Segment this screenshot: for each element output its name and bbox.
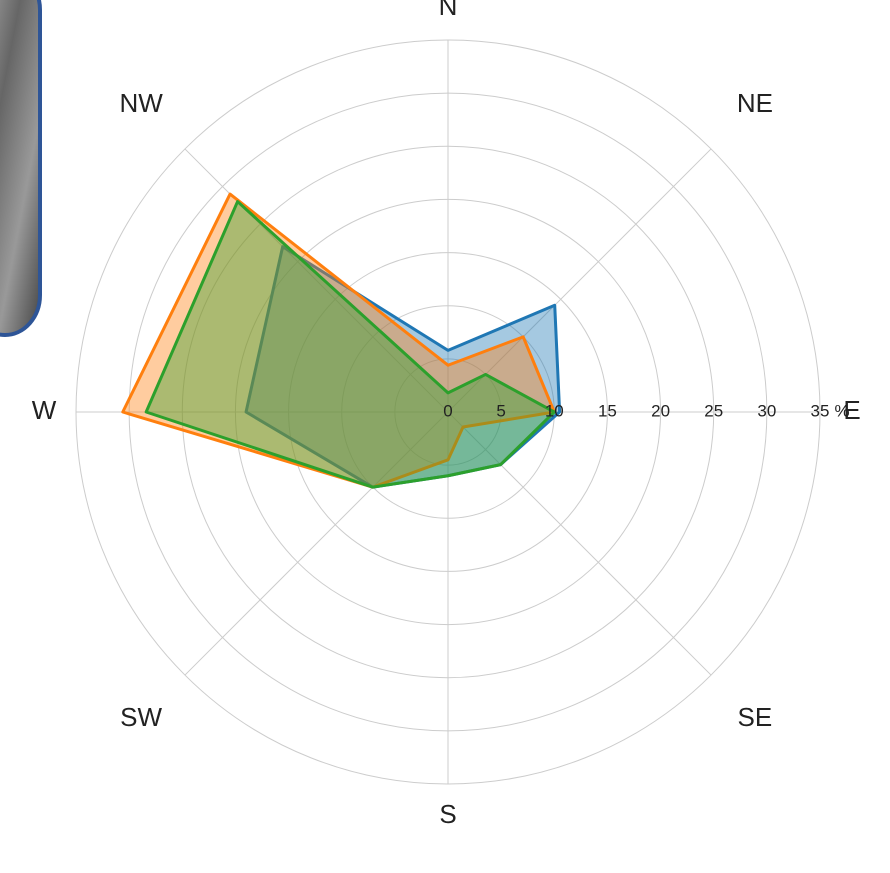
r-tick-label: 30 [757,401,776,420]
category-label: E [843,395,860,425]
r-unit-label: % [834,401,849,420]
category-label: W [32,395,57,425]
series-area [121,192,556,489]
spoke [184,148,449,413]
category-label: SE [738,702,773,732]
category-label: SW [120,702,162,732]
r-tick-label: 35 [811,401,830,420]
spoke [447,411,712,676]
r-tick-label: 10 [545,401,564,420]
category-label: S [439,799,456,829]
r-tick-label: 15 [598,401,617,420]
inset-image [0,0,42,337]
r-tick-label: 5 [496,401,505,420]
category-label: NE [737,88,773,118]
plot-area: N NE E SE S SW W NW 0 5 10 15 20 25 30 35% [32,0,861,829]
series-area [144,200,556,489]
category-label: N [439,0,458,21]
r-tick-label: 20 [651,401,670,420]
spoke [184,411,449,676]
r-tick-label: 0 [443,401,452,420]
spoke [447,148,712,413]
category-label: NW [119,88,163,118]
r-tick-label: 25 [704,401,723,420]
